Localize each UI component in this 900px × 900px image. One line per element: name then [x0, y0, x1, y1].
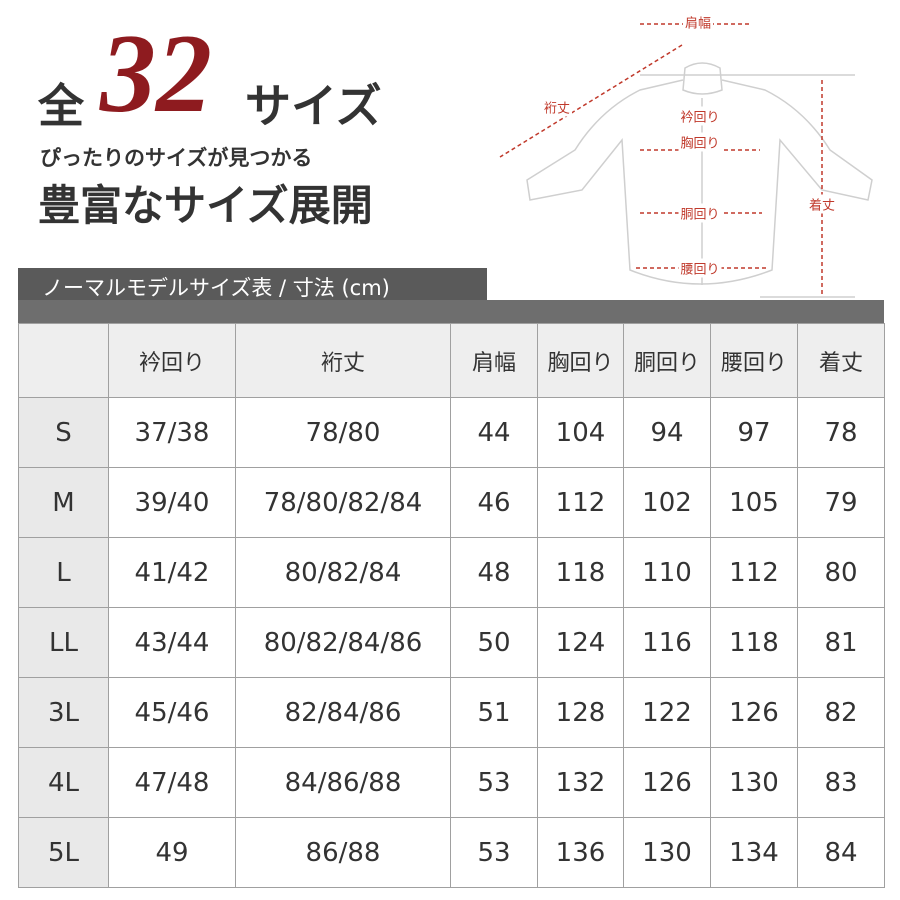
table-cell: 110 [623, 537, 711, 608]
table-cell: 83 [797, 747, 885, 818]
table-cell: 39/40 [108, 467, 236, 538]
table-cell: 124 [537, 607, 624, 678]
table-cell: 51 [450, 677, 538, 748]
header-row: 衿回り 裄丈 肩幅 胸回り 胴回り 腰回り 着丈 [18, 323, 885, 398]
table-cell: 130 [710, 747, 798, 818]
table-cell: 80/82/84/86 [235, 607, 451, 678]
table-cell: 50 [450, 607, 538, 678]
table-cell: 45/46 [108, 677, 236, 748]
table-cell: 53 [450, 817, 538, 888]
column-header: 腰回り [710, 323, 798, 398]
table-row: S 37/38 78/80 44 104 94 97 78 [18, 397, 885, 468]
column-header: 衿回り [108, 323, 236, 398]
diagram-label: 胴回り [678, 203, 722, 223]
column-header: 肩幅 [450, 323, 538, 398]
table-cell: 81 [797, 607, 885, 678]
diagram-label: 肩幅 [682, 12, 714, 32]
table-cell: 84 [797, 817, 885, 888]
table-cell: 53 [450, 747, 538, 818]
table-cell: 118 [537, 537, 624, 608]
table-cell: 122 [623, 677, 711, 748]
table-row: LL 43/44 80/82/84/86 50 124 116 118 81 [18, 607, 885, 678]
size-cell: 3L [18, 677, 109, 748]
diagram-label: 裄丈 [541, 97, 573, 117]
table-cell: 41/42 [108, 537, 236, 608]
table-row: L 41/42 80/82/84 48 118 110 112 80 [18, 537, 885, 608]
table-cell: 47/48 [108, 747, 236, 818]
table-row: 3L 45/46 82/84/86 51 128 122 126 82 [18, 677, 885, 748]
table-cell: 97 [710, 397, 798, 468]
size-cell: 4L [18, 747, 109, 818]
size-cell: LL [18, 607, 109, 678]
column-header: 胸回り [537, 323, 624, 398]
table-cell: 104 [537, 397, 624, 468]
table-title: ノーマルモデルサイズ表 / 寸法 (cm) [42, 276, 390, 300]
table-cell: 136 [537, 817, 624, 888]
table-cell: 78 [797, 397, 885, 468]
size-cell: S [18, 397, 109, 468]
table-cell: 105 [710, 467, 798, 538]
table-cell: 128 [537, 677, 624, 748]
table-cell: 44 [450, 397, 538, 468]
table-cell: 80 [797, 537, 885, 608]
table-cell: 78/80/82/84 [235, 467, 451, 538]
table-cell: 94 [623, 397, 711, 468]
table-cell: 132 [537, 747, 624, 818]
title-suffix: サイズ [245, 79, 382, 133]
table-cell: 46 [450, 467, 538, 538]
table-cell: 116 [623, 607, 711, 678]
title-prefix: 全 [38, 79, 84, 133]
title-number: 32 [100, 12, 212, 136]
table-cell: 48 [450, 537, 538, 608]
table-cell: 82 [797, 677, 885, 748]
column-header: 裄丈 [235, 323, 451, 398]
table-cell: 112 [710, 537, 798, 608]
table-cell: 126 [623, 747, 711, 818]
table-cell: 112 [537, 467, 624, 538]
table-cell: 78/80 [235, 397, 451, 468]
table-cell: 37/38 [108, 397, 236, 468]
diagram-label: 着丈 [806, 194, 838, 214]
size-table: 衿回り 裄丈 肩幅 胸回り 胴回り 腰回り 着丈 S 37/38 78/80 44 104 94 97 78… [18, 323, 885, 888]
corner-cell [18, 323, 109, 398]
column-header: 胴回り [623, 323, 711, 398]
diagram-label: 胸回り [678, 132, 722, 152]
table-row: 4L 47/48 84/86/88 53 132 126 130 83 [18, 747, 885, 818]
table-cell: 126 [710, 677, 798, 748]
table-cell: 134 [710, 817, 798, 888]
shirt-diagram [499, 23, 873, 298]
table-cell: 43/44 [108, 607, 236, 678]
table-cell: 130 [623, 817, 711, 888]
size-cell: 5L [18, 817, 109, 888]
table-cell: 82/84/86 [235, 677, 451, 748]
size-cell: M [18, 467, 109, 538]
column-header: 着丈 [797, 323, 885, 398]
table-cell: 49 [108, 817, 236, 888]
table-title-bar [18, 300, 884, 323]
diagram-label: 衿回り [678, 106, 722, 126]
table-cell: 118 [710, 607, 798, 678]
table-cell: 79 [797, 467, 885, 538]
table-cell: 86/88 [235, 817, 451, 888]
table-cell: 80/82/84 [235, 537, 451, 608]
table-cell: 84/86/88 [235, 747, 451, 818]
table-row: 5L 49 86/88 53 136 130 134 84 [18, 817, 885, 888]
diagram-label: 腰回り [678, 258, 722, 278]
table-cell: 102 [623, 467, 711, 538]
size-cell: L [18, 537, 109, 608]
headline: 豊富なサイズ展開 [38, 181, 373, 230]
table-row: M 39/40 78/80/82/84 46 112 102 105 79 [18, 467, 885, 538]
tagline: ぴったりのサイズが見つかる [40, 146, 313, 170]
